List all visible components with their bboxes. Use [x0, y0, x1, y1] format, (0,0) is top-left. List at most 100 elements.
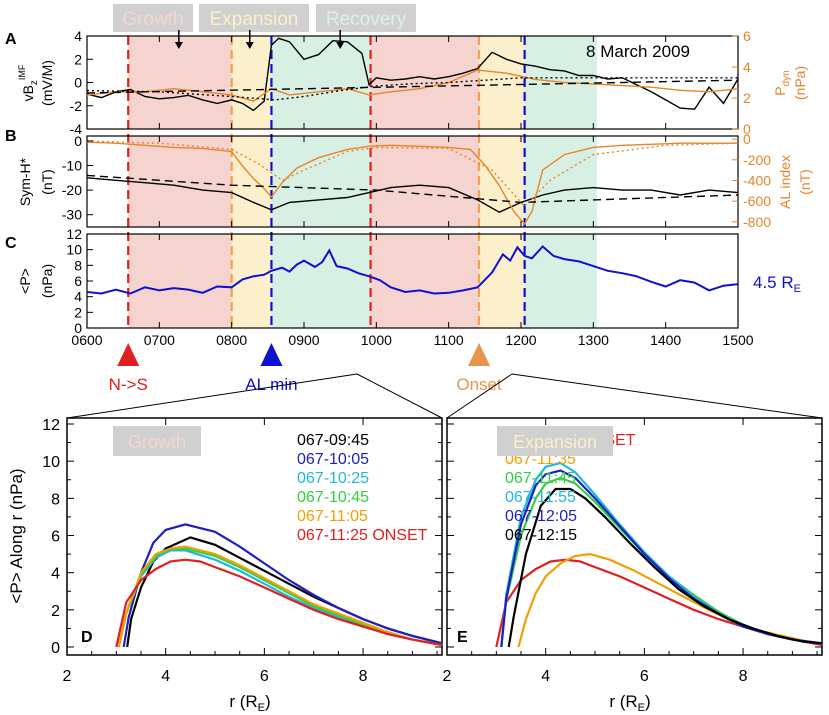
panel-a-ylabel-sub: z	[29, 80, 40, 85]
connector-right-inner	[446, 373, 513, 419]
panel-b-letter: B	[5, 128, 17, 145]
panel-e-legend-4: 067-12:05	[505, 508, 577, 525]
phase-shading	[128, 36, 597, 328]
panel-b-series-0	[86, 177, 739, 213]
panel-d-xtick-2: 2	[63, 668, 72, 685]
panel-a-left-tick-2: 0	[74, 75, 82, 91]
panel-a-left-tick-4: -4	[70, 121, 83, 137]
time-axis-ticks: 0600 0700 0800 0900 1000 1100 1200 1300 1400 1500…	[62, 28, 771, 348]
panel-b-ylabel-right: AL index	[777, 155, 793, 209]
time-series	[86, 37, 739, 295]
panel-d-legend-2: 067-10:25	[297, 470, 369, 487]
shade-expansion-4-0	[479, 36, 525, 129]
time-tick-label-0900: 0900	[288, 332, 319, 348]
panel-e-title-box	[497, 426, 613, 456]
event-label-0: N->S	[109, 375, 148, 394]
panel-d-curve-4	[117, 545, 443, 648]
panel-c-annotation-sub: E	[794, 283, 801, 295]
expansion-label: Expansion	[210, 9, 299, 30]
panel-b-ylabel-left: Sym-H*	[17, 157, 33, 206]
panel-a-ylabel-left: vBzIMF	[17, 64, 40, 101]
panel-d-xtick-8: 8	[359, 668, 368, 685]
panel-e-xlabel-close: )	[645, 692, 651, 711]
panel-e-curve-5	[507, 487, 823, 648]
panel-d-xlabel-close: )	[265, 692, 271, 711]
panel-a-right-tick-2: 2	[743, 90, 751, 106]
bottom-ytick-12: 12	[42, 417, 60, 434]
panel-e-xlabel-main: r (R	[609, 692, 637, 711]
panel-c-annotation-main: 4.5 R	[753, 273, 794, 292]
panel-e-letter: E	[457, 629, 468, 646]
connector-right-outer	[511, 373, 823, 419]
panel-c-left-tick-6: 0	[74, 320, 82, 336]
expansion-label-box	[199, 4, 309, 32]
panel-e-xlabel-sub: E	[638, 702, 645, 714]
panel-c-left-tick-4: 4	[74, 289, 82, 305]
arrow-head-2	[336, 42, 345, 49]
panel-a-letter: A	[5, 31, 17, 48]
panel-e-frame	[446, 417, 823, 656]
time-tick-label-0800: 0800	[216, 332, 247, 348]
growth-label-box	[113, 4, 193, 32]
panel-d-legend-1: 067-10:05	[297, 451, 369, 468]
arrow-head-0	[174, 42, 183, 49]
panel-d-curve-2	[117, 549, 443, 648]
panel-e-xtick-2: 2	[443, 668, 452, 685]
panel-e-xtick-4: 4	[541, 668, 550, 685]
bottom-ytick-8: 8	[51, 491, 60, 508]
time-tick-label-1200: 1200	[505, 332, 536, 348]
bottom-ytick-6: 6	[51, 529, 60, 546]
panel-a-right-main: P	[772, 86, 788, 95]
panel-d-title-box	[113, 426, 201, 456]
connector-left-inner	[356, 373, 443, 419]
zoom-connectors	[66, 373, 823, 419]
shade-expansion-1-2	[231, 234, 272, 328]
bottom-ylabel-text: <P> Along r (nPa)	[7, 468, 26, 603]
panel-e-title: Expansion	[513, 432, 597, 452]
shade-expansion-1-1	[231, 136, 272, 227]
panel-b-series-3	[86, 140, 739, 208]
panel-c-ylabel-main: <P>	[17, 268, 33, 294]
panel-a-ylabel-right: Pdyn	[772, 70, 792, 95]
panel-e-xlabel: r (RE)	[609, 692, 650, 714]
panel-a-right-sub: dyn	[781, 70, 792, 86]
panel-e-legend-5: 067-12:15	[505, 527, 577, 544]
svg-text:Pdyn: Pdyn	[772, 70, 792, 95]
panel-c-left-tick-5: 2	[74, 304, 82, 320]
panel-b-left-tick-1: -10	[62, 158, 82, 174]
shade-growth-3-2	[370, 234, 480, 328]
bottom-ytick-0: 0	[51, 640, 60, 657]
panel-b-left-tick-0: 0	[74, 133, 82, 149]
recovery-label: Recovery	[326, 9, 407, 30]
panel-c-left-tick-0: 12	[66, 226, 82, 242]
panel-e-curve-1	[517, 552, 823, 648]
event-triangle-1	[260, 343, 283, 366]
radial-profiles: 067-09:45 067-10:05 067-10:25 067-10:45 067-…	[42, 417, 823, 685]
svg-text:vBzIMF: vBzIMF	[17, 64, 40, 101]
bottom-ytick-4: 4	[51, 566, 60, 583]
panel-c-unit: (nPa)	[39, 264, 55, 298]
panel-b-ylabel-main: Sym-H*	[17, 157, 33, 206]
bottom-ytick-2: 2	[51, 603, 60, 620]
panel-d-legend-4: 067-11:05	[297, 508, 368, 525]
bottom-ytick-10: 10	[42, 454, 60, 471]
panel-b-right-tick-4: -800	[743, 214, 771, 230]
panel-a-left-tick-1: 2	[74, 51, 82, 67]
panel-d-legend-0: 067-09:45	[297, 432, 369, 449]
panel-a-right-unit: (nPa)	[792, 66, 808, 100]
panel-a-ylabel-main: vB	[20, 85, 36, 101]
time-tick-label-1300: 1300	[578, 332, 609, 348]
event-label-2: Onset	[456, 375, 502, 394]
panel-d-curve-1	[122, 523, 443, 648]
panel-d-title: Growth	[128, 432, 186, 452]
shade-expansion-1-0	[231, 36, 272, 129]
time-tick-label-1500: 1500	[722, 332, 753, 348]
panel-e-curve-4	[500, 469, 823, 648]
panel-c-annotation: 4.5 RE	[753, 273, 801, 295]
shade-growth-0-0	[128, 36, 232, 129]
panel-b-ylabel-unit: (nT)	[39, 169, 55, 195]
bottom-ylabel: <P> Along r (nPa)	[7, 468, 26, 603]
panel-a-right-tick-3: 0	[743, 121, 751, 137]
panel-b-right-tick-2: -400	[743, 172, 771, 188]
